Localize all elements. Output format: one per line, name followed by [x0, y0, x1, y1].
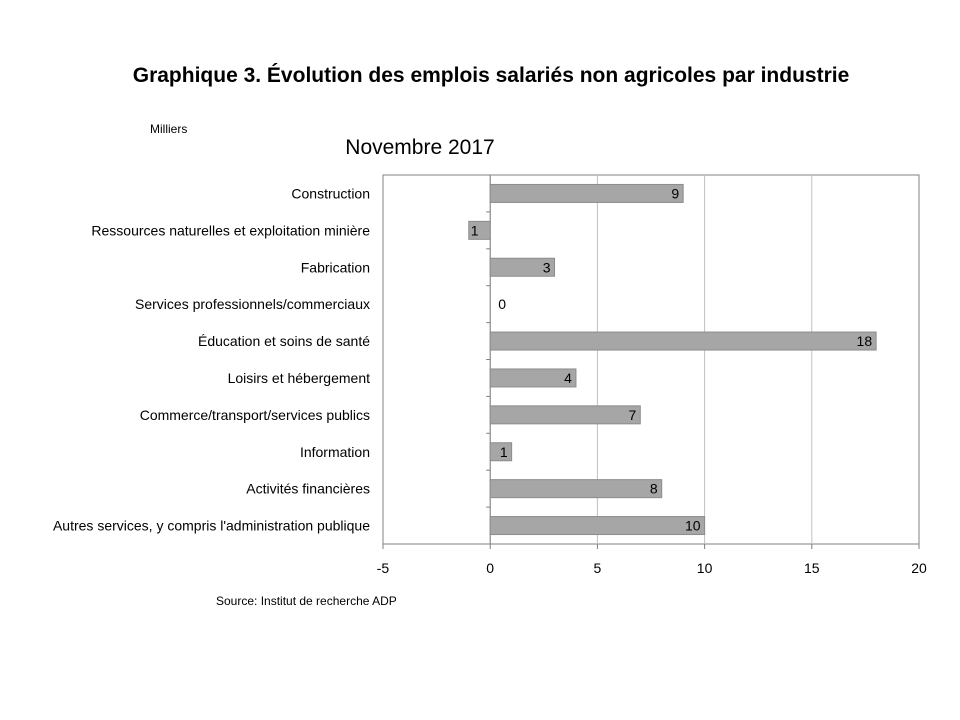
- x-tick-label: 15: [804, 560, 820, 576]
- bar: [468, 220, 491, 240]
- x-tick-label: -5: [377, 560, 390, 576]
- bar: [489, 405, 641, 425]
- data-label: 18: [857, 333, 873, 349]
- data-label: 7: [628, 407, 636, 423]
- page-title: Graphique 3. Évolution des emplois salar…: [132, 64, 850, 87]
- x-tick-label: 0: [486, 560, 494, 576]
- unit-label: Milliers: [150, 122, 188, 136]
- bar: [489, 479, 663, 499]
- category-label: Activités financières: [246, 481, 370, 497]
- x-tick-label: 10: [697, 560, 713, 576]
- bar: [489, 331, 877, 351]
- category-label: Fabrication: [301, 259, 370, 275]
- category-label: Information: [300, 444, 370, 460]
- data-label: 8: [650, 481, 658, 497]
- category-label: Autres services, y compris l'administrat…: [53, 518, 370, 534]
- data-label: 9: [671, 185, 679, 201]
- source-note: Source: Institut de recherche ADP: [216, 594, 397, 608]
- bar: [489, 442, 513, 462]
- category-label: Construction: [291, 185, 370, 201]
- bar: [489, 368, 577, 388]
- x-tick-label: 20: [911, 560, 927, 576]
- data-label: 4: [564, 370, 572, 386]
- bar: [489, 516, 706, 536]
- data-label: 3: [543, 259, 551, 275]
- x-tick-label: 5: [594, 560, 602, 576]
- data-label: 0: [498, 296, 506, 312]
- bar: [489, 183, 684, 203]
- data-label: 10: [685, 518, 701, 534]
- bar: [489, 257, 556, 277]
- chart-title: Novembre 2017: [345, 136, 495, 159]
- data-label: 1: [500, 444, 508, 460]
- category-label: Services professionnels/commerciaux: [135, 296, 370, 312]
- category-label: Commerce/transport/services publics: [140, 407, 370, 423]
- category-label: Ressources naturelles et exploitation mi…: [91, 222, 370, 238]
- category-label: Éducation et soins de santé: [198, 333, 370, 349]
- plot-area: [382, 174, 920, 545]
- data-label: 1: [471, 222, 479, 238]
- category-label: Loisirs et hébergement: [228, 370, 371, 386]
